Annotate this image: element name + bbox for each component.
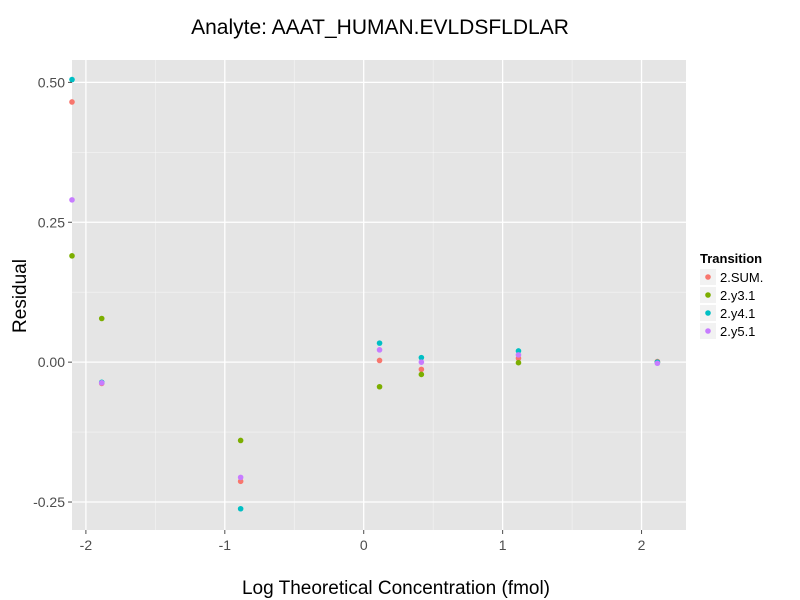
data-point bbox=[654, 360, 661, 367]
legend-item: 2.y5.1 bbox=[700, 323, 755, 339]
minor-gridlines bbox=[72, 60, 686, 530]
data-point bbox=[418, 366, 425, 373]
y-tick-label: 0.50 bbox=[38, 74, 65, 90]
x-tick-label: -2 bbox=[80, 537, 93, 553]
data-point bbox=[69, 99, 75, 105]
data-point bbox=[237, 505, 244, 512]
data-point bbox=[98, 380, 105, 386]
legend-title: Transition bbox=[700, 251, 762, 266]
chart-title: Analyte: AAAT_HUMAN.EVLDSFLDLAR bbox=[191, 16, 569, 39]
x-axis: -2 -1 0 1 2 bbox=[80, 530, 646, 553]
data-point bbox=[515, 348, 522, 354]
data-point bbox=[237, 478, 244, 485]
data-point bbox=[376, 340, 383, 346]
y-axis-title: Residual bbox=[10, 259, 31, 333]
data-point bbox=[376, 357, 383, 364]
data-point bbox=[376, 347, 383, 353]
plot-panel bbox=[72, 60, 686, 530]
legend-key-dot bbox=[705, 310, 711, 316]
data-point bbox=[376, 383, 383, 390]
data-point bbox=[515, 359, 522, 366]
x-tick-label: -1 bbox=[219, 537, 232, 553]
legend: Transition 2.SUM. 2.y3.1 2.y4.1 2.y5.1 bbox=[700, 251, 763, 339]
x-axis-title: Log Theoretical Concentration (fmol) bbox=[242, 578, 550, 599]
data-point bbox=[515, 352, 522, 358]
legend-item: 2.y4.1 bbox=[700, 305, 755, 321]
data-point bbox=[237, 474, 244, 481]
data-point bbox=[69, 76, 75, 83]
data-point bbox=[69, 197, 75, 203]
legend-item: 2.SUM. bbox=[700, 269, 763, 285]
legend-key-dot bbox=[705, 274, 711, 280]
legend-label: 2.y3.1 bbox=[720, 288, 755, 303]
y-tick-label: -0.25 bbox=[33, 494, 65, 510]
legend-label: 2.SUM. bbox=[720, 270, 763, 285]
y-axis: -0.25 0.00 0.25 0.50 bbox=[33, 74, 72, 510]
x-tick-label: 2 bbox=[638, 537, 646, 553]
legend-item: 2.y3.1 bbox=[700, 287, 755, 303]
data-point bbox=[418, 354, 425, 361]
data-point bbox=[98, 315, 105, 322]
data-point bbox=[237, 437, 244, 444]
legend-key-dot bbox=[705, 328, 711, 334]
legend-label: 2.y5.1 bbox=[720, 324, 755, 339]
data-point bbox=[418, 359, 425, 365]
x-tick-label: 1 bbox=[499, 537, 507, 553]
y-tick-label: 0.00 bbox=[38, 354, 65, 370]
legend-key-dot bbox=[705, 292, 711, 298]
legend-label: 2.y4.1 bbox=[720, 306, 755, 321]
data-point bbox=[69, 253, 75, 259]
y-tick-label: 0.25 bbox=[38, 214, 65, 230]
x-tick-label: 0 bbox=[360, 537, 368, 553]
data-point bbox=[418, 371, 425, 378]
data-points bbox=[69, 76, 661, 512]
